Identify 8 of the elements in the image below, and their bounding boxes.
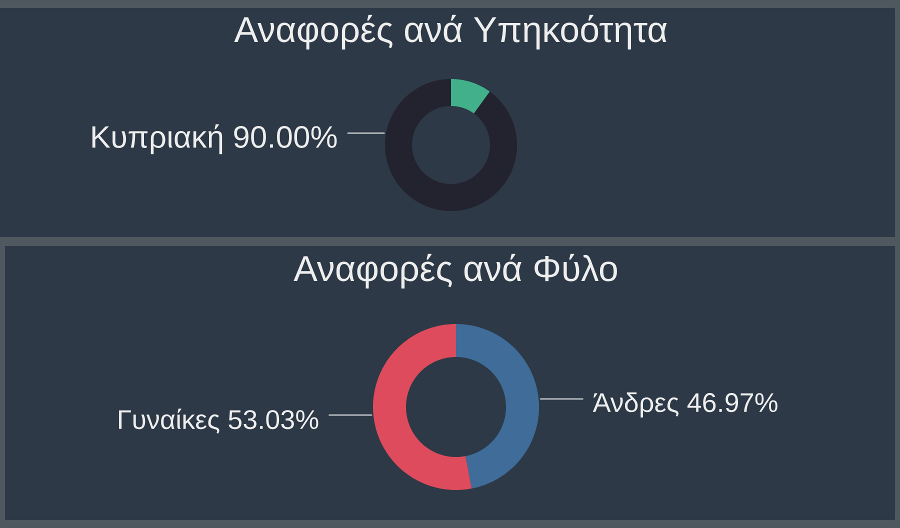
slice-label: Άνδρες bbox=[592, 392, 678, 418]
data-label: 53.03% bbox=[228, 410, 318, 430]
slice-label: Κυπριακή bbox=[92, 124, 222, 154]
chart-title: Αναφορές ανά Υπηκοότητα bbox=[234, 14, 667, 50]
data-label: 90.00% bbox=[234, 126, 337, 148]
chart-title: Αναφορές ανά Φύλο bbox=[294, 254, 617, 288]
slice-label: Γυναίκες bbox=[119, 408, 220, 434]
data-label: 46.97% bbox=[687, 393, 778, 412]
